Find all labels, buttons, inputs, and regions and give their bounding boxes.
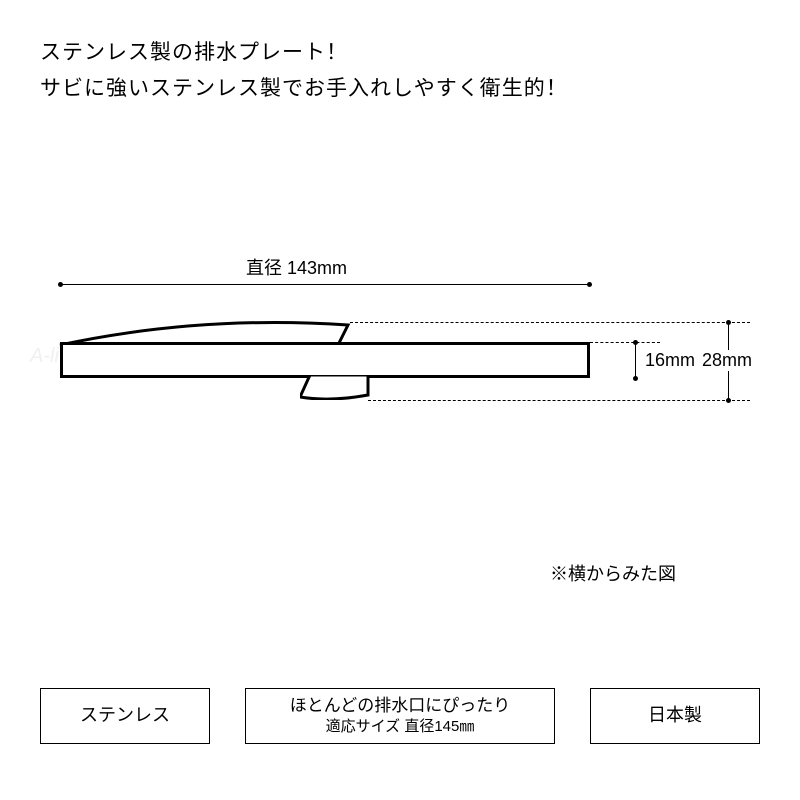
diameter-label: 直径 143mm [240,254,353,280]
bottom-box-row: ステンレス ほとんどの排水口にぴったり 適応サイズ 直径145㎜ 日本製 [40,688,760,744]
diameter-endpoint-right [587,282,592,287]
diameter-dim-line [60,284,590,285]
height16-line [635,342,636,378]
height16-label: 16mm [645,350,695,371]
header-line2: サビに強いステンレス製でお手入れしやすく衛生的！ [40,71,568,107]
height28-label: 28mm [700,350,754,371]
height16-dot-bottom [633,376,638,381]
box-size: ほとんどの排水口にぴったり 適応サイズ 直径145㎜ [245,688,555,744]
box-origin-label: 日本製 [609,704,741,727]
side-view-note: ※横からみた図 [550,560,676,586]
plate-body [60,342,590,378]
handle-bottom-shape [300,375,370,400]
box-size-line1: ほとんどの排水口にぴったり [264,695,536,717]
dash-line-upper [350,322,750,323]
box-material: ステンレス [40,688,210,744]
height28-dot-top [726,320,731,325]
header-text: ステンレス製の排水プレート！ サビに強いステンレス製でお手入れしやすく衛生的！ [40,35,568,106]
box-origin: 日本製 [590,688,760,744]
height28-dot-bottom [726,398,731,403]
header-line1: ステンレス製の排水プレート！ [40,35,568,71]
diagram: 直径 143mm 16mm 28mm [60,260,760,510]
diameter-endpoint-left [58,282,63,287]
dash-line-lower [368,400,750,401]
dash-line-mid [590,342,660,343]
box-material-label: ステンレス [59,704,191,727]
box-size-line2: 適応サイズ 直径145㎜ [264,717,536,737]
height16-dot-top [633,340,638,345]
